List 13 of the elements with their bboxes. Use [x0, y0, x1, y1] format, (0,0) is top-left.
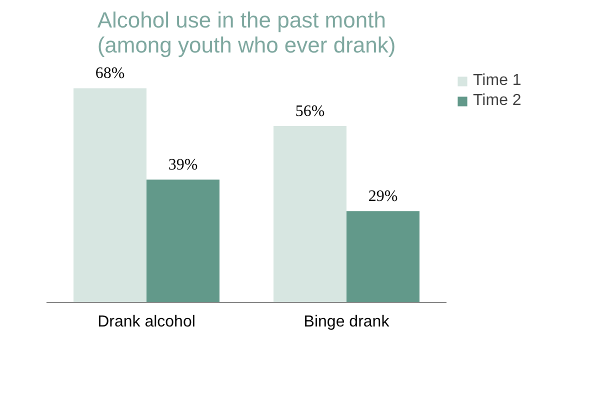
- x-tick-label: Binge drank: [304, 314, 390, 330]
- legend-label: Time 2: [473, 92, 522, 110]
- bar: [74, 88, 146, 302]
- bar: [146, 180, 220, 302]
- data-label: 29%: [368, 188, 398, 206]
- x-tick-label: Drank alcohol: [98, 314, 196, 330]
- chart-title: Alcohol use in the past month (among youth who ever drank): [97, 8, 396, 58]
- bar: [274, 126, 346, 302]
- data-label: 56%: [295, 103, 325, 120]
- bar: [346, 211, 420, 302]
- data-label: 39%: [168, 156, 198, 174]
- legend-label: Time 1: [473, 72, 522, 90]
- data-label: 68%: [95, 65, 125, 82]
